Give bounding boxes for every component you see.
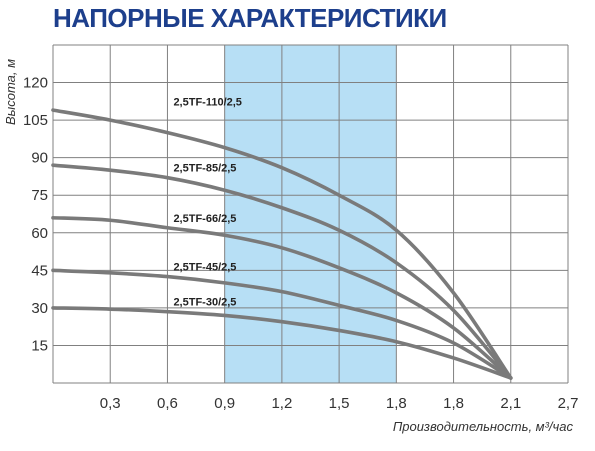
pump-curve bbox=[51, 268, 513, 380]
y-tick-label: 15 bbox=[31, 337, 48, 354]
chart-title: НАПОРНЫЕ ХАРАКТЕРИСТИКИ bbox=[53, 3, 447, 33]
y-tick-label: 120 bbox=[23, 75, 48, 92]
y-tick-label: 105 bbox=[23, 112, 48, 129]
x-tick-label: 0,3 bbox=[100, 395, 121, 412]
pump-curve bbox=[51, 108, 513, 380]
x-tick-label: 1,8 bbox=[443, 395, 464, 412]
series-label: 2,5TF-30/2,5 bbox=[173, 297, 236, 309]
y-tick-label: 75 bbox=[31, 187, 48, 204]
series-label: 2,5TF-110/2,5 bbox=[173, 97, 242, 109]
x-axis-label: Производительность, м³/час bbox=[392, 419, 573, 434]
x-tick-label: 0,9 bbox=[214, 395, 235, 412]
pump-curve bbox=[51, 306, 513, 380]
x-tick-label: 1,8 bbox=[386, 395, 407, 412]
x-tick-label: 2,1 bbox=[500, 395, 521, 412]
x-tick-label: 1,5 bbox=[329, 395, 350, 412]
pump-curve bbox=[51, 215, 513, 380]
x-tick-label: 2,7 bbox=[558, 395, 579, 412]
y-tick-label: 30 bbox=[31, 300, 48, 317]
y-tick-label: 45 bbox=[31, 262, 48, 279]
series-label: 2,5TF-66/2,5 bbox=[173, 213, 236, 225]
series-label: 2,5TF-85/2,5 bbox=[173, 163, 236, 175]
x-tick-label: 0,6 bbox=[157, 395, 178, 412]
y-tick-label: 60 bbox=[31, 225, 48, 242]
y-tick-label: 90 bbox=[31, 150, 48, 167]
x-tick-label: 1,2 bbox=[271, 395, 292, 412]
series-label: 2,5TF-45/2,5 bbox=[173, 262, 236, 274]
pump-curve bbox=[51, 163, 513, 380]
